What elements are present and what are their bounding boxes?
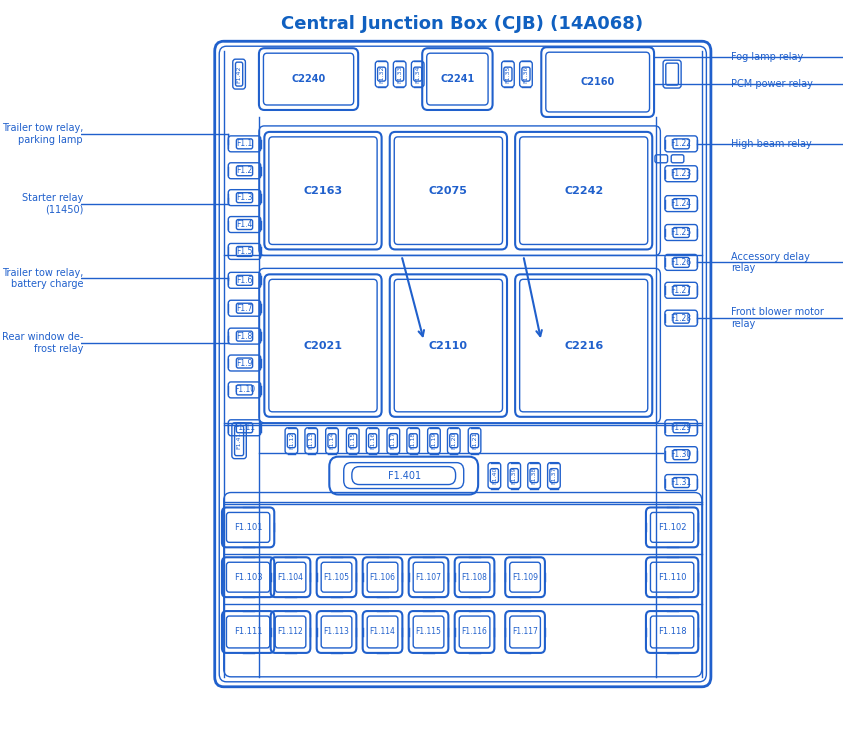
Text: F1.13: F1.13 — [309, 432, 314, 449]
Text: F1.39: F1.39 — [511, 467, 517, 485]
Text: F1.5: F1.5 — [236, 247, 252, 256]
Text: F1.7: F1.7 — [236, 303, 252, 313]
Text: F1.101: F1.101 — [234, 523, 262, 532]
Text: Accessory delay
relay: Accessory delay relay — [731, 251, 809, 273]
Text: F1.109: F1.109 — [512, 572, 538, 582]
Text: F1.35: F1.35 — [506, 65, 511, 83]
Text: F1.6: F1.6 — [236, 276, 252, 285]
Text: F1.113: F1.113 — [323, 627, 349, 636]
Text: F1.105: F1.105 — [323, 572, 349, 582]
Text: F1.114: F1.114 — [370, 627, 396, 636]
Text: F1.41: F1.41 — [236, 432, 241, 449]
Text: C2163: C2163 — [304, 185, 343, 196]
Text: F1.14: F1.14 — [329, 432, 334, 449]
Text: F1.4: F1.4 — [236, 220, 252, 229]
Text: F1.1: F1.1 — [236, 139, 252, 148]
Text: F1.31: F1.31 — [671, 478, 692, 487]
Text: C2240: C2240 — [291, 74, 326, 84]
Text: Trailer tow relay,
battery charge: Trailer tow relay, battery charge — [2, 268, 83, 289]
Text: F1.37: F1.37 — [551, 467, 556, 485]
Text: F1.104: F1.104 — [278, 572, 304, 582]
Text: C2216: C2216 — [564, 341, 603, 350]
Text: F1.102: F1.102 — [657, 523, 686, 532]
Text: Front blower motor
relay: Front blower motor relay — [731, 307, 824, 329]
Text: C2110: C2110 — [429, 341, 468, 350]
Text: F1.117: F1.117 — [512, 627, 538, 636]
Text: F1.401: F1.401 — [387, 471, 421, 481]
Text: F1.23: F1.23 — [671, 169, 692, 178]
Text: Starter relay
(11450): Starter relay (11450) — [22, 193, 83, 215]
Text: F1.8: F1.8 — [236, 331, 252, 341]
Text: F1.38: F1.38 — [532, 467, 537, 485]
Text: F1.33: F1.33 — [398, 65, 402, 83]
Text: F1.36: F1.36 — [523, 65, 528, 83]
Text: F1.42: F1.42 — [236, 65, 241, 83]
Text: Rear window de-
frost relay: Rear window de- frost relay — [2, 332, 83, 354]
Text: F1.32: F1.32 — [379, 65, 384, 83]
Text: F1.18: F1.18 — [411, 432, 416, 449]
Text: F1.115: F1.115 — [415, 627, 441, 636]
Text: C2021: C2021 — [304, 341, 343, 350]
Text: Fog lamp relay: Fog lamp relay — [731, 52, 803, 62]
Text: Central Junction Box (CJB) (14A068): Central Junction Box (CJB) (14A068) — [281, 15, 643, 33]
Text: C2075: C2075 — [429, 185, 468, 196]
Text: C2241: C2241 — [441, 74, 474, 84]
Text: High beam relay: High beam relay — [731, 139, 811, 149]
Text: Trailer tow relay,
parking lamp: Trailer tow relay, parking lamp — [2, 123, 83, 144]
Text: F1.15: F1.15 — [350, 432, 355, 449]
Text: F1.108: F1.108 — [462, 572, 488, 582]
Text: F1.24: F1.24 — [671, 199, 692, 208]
Text: F1.9: F1.9 — [236, 358, 252, 367]
Text: F1.26: F1.26 — [671, 258, 692, 267]
Text: F1.27: F1.27 — [671, 286, 692, 295]
Text: F1.2: F1.2 — [236, 166, 252, 175]
Text: F1.17: F1.17 — [391, 432, 396, 449]
Text: F1.106: F1.106 — [370, 572, 396, 582]
Text: F1.3: F1.3 — [236, 193, 252, 202]
Text: F1.107: F1.107 — [415, 572, 441, 582]
Text: F1.10: F1.10 — [234, 386, 255, 394]
Text: F1.22: F1.22 — [671, 139, 691, 148]
Text: F1.11: F1.11 — [234, 423, 255, 432]
Text: F1.118: F1.118 — [657, 627, 686, 636]
Text: F1.111: F1.111 — [234, 627, 262, 636]
Text: F1.19: F1.19 — [431, 432, 436, 449]
Text: F1.103: F1.103 — [234, 572, 262, 582]
Text: F1.110: F1.110 — [657, 572, 686, 582]
Text: F1.12: F1.12 — [289, 432, 294, 449]
Text: F1.25: F1.25 — [671, 228, 692, 237]
Text: F1.30: F1.30 — [670, 450, 692, 459]
Text: F1.40: F1.40 — [492, 467, 497, 485]
Text: C2160: C2160 — [581, 77, 614, 87]
Text: F1.29: F1.29 — [671, 423, 692, 432]
Text: PCM power relay: PCM power relay — [731, 79, 813, 89]
Text: F1.116: F1.116 — [462, 627, 488, 636]
Text: F1.16: F1.16 — [371, 432, 375, 449]
Text: F1.28: F1.28 — [671, 314, 691, 323]
Text: F1.20: F1.20 — [452, 432, 457, 449]
Text: C2242: C2242 — [564, 185, 603, 196]
Text: F1.34: F1.34 — [415, 65, 420, 83]
Text: F1.21: F1.21 — [472, 432, 477, 449]
Text: F1.112: F1.112 — [278, 627, 303, 636]
